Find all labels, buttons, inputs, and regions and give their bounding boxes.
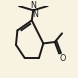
Text: N: N — [33, 10, 38, 19]
Text: N: N — [30, 1, 36, 10]
Text: O: O — [60, 54, 66, 63]
